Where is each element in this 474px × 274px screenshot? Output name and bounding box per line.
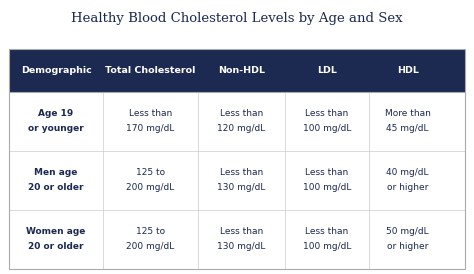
Text: Demographic: Demographic [21,66,91,75]
Text: 200 mg/dL: 200 mg/dL [127,183,174,192]
Text: Less than: Less than [220,227,263,236]
Text: 100 mg/dL: 100 mg/dL [303,183,351,192]
Text: Non-HDL: Non-HDL [218,66,265,75]
Text: HDL: HDL [397,66,419,75]
Text: 100 mg/dL: 100 mg/dL [303,124,351,133]
Text: Age 19: Age 19 [38,109,74,118]
Text: 50 mg/dL: 50 mg/dL [386,227,429,236]
Text: 20 or older: 20 or older [28,242,84,251]
Bar [9,151,465,210]
Text: 40 mg/dL: 40 mg/dL [386,168,429,177]
Text: Less than: Less than [305,168,348,177]
Text: Less than: Less than [129,109,172,118]
Text: 125 to: 125 to [136,168,165,177]
Text: Less than: Less than [305,227,348,236]
Text: Men age: Men age [35,168,78,177]
Text: LDL: LDL [317,66,337,75]
Text: 100 mg/dL: 100 mg/dL [303,242,351,251]
Text: Less than: Less than [220,109,263,118]
Bar [9,210,465,269]
Text: More than: More than [385,109,430,118]
Text: or higher: or higher [387,242,428,251]
Text: Less than: Less than [305,109,348,118]
Text: or younger: or younger [28,124,84,133]
Text: Less than: Less than [220,168,263,177]
Text: 170 mg/dL: 170 mg/dL [127,124,175,133]
Bar [9,49,465,269]
Text: 45 mg/dL: 45 mg/dL [386,124,429,133]
Text: 20 or older: 20 or older [28,183,84,192]
Text: 130 mg/dL: 130 mg/dL [218,242,266,251]
Text: or higher: or higher [387,183,428,192]
Bar [9,92,465,151]
Text: Total Cholesterol: Total Cholesterol [105,66,196,75]
Text: Women age: Women age [27,227,86,236]
Text: Healthy Blood Cholesterol Levels by Age and Sex: Healthy Blood Cholesterol Levels by Age … [71,12,403,25]
Text: 200 mg/dL: 200 mg/dL [127,242,174,251]
Bar [9,49,465,92]
Text: 125 to: 125 to [136,227,165,236]
Text: 130 mg/dL: 130 mg/dL [218,183,266,192]
Text: 120 mg/dL: 120 mg/dL [218,124,265,133]
